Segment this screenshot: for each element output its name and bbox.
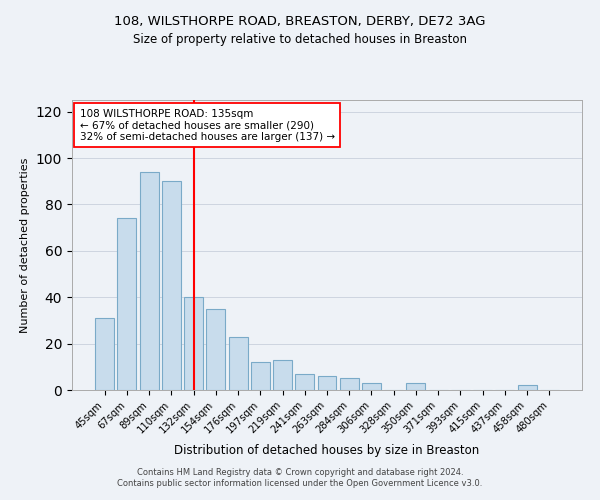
Bar [340, 378, 359, 390]
Bar [295, 374, 314, 390]
Text: 108 WILSTHORPE ROAD: 135sqm
← 67% of detached houses are smaller (290)
32% of se: 108 WILSTHORPE ROAD: 135sqm ← 67% of det… [80, 108, 335, 142]
Bar [317, 376, 337, 390]
Bar [95, 318, 114, 390]
Bar [118, 218, 136, 390]
Text: Contains HM Land Registry data © Crown copyright and database right 2024.
Contai: Contains HM Land Registry data © Crown c… [118, 468, 482, 487]
Text: Size of property relative to detached houses in Breaston: Size of property relative to detached ho… [133, 32, 467, 46]
Bar [518, 386, 536, 390]
Bar [273, 360, 292, 390]
Bar [162, 181, 181, 390]
Bar [206, 309, 225, 390]
Text: 108, WILSTHORPE ROAD, BREASTON, DERBY, DE72 3AG: 108, WILSTHORPE ROAD, BREASTON, DERBY, D… [114, 15, 486, 28]
Bar [184, 297, 203, 390]
Y-axis label: Number of detached properties: Number of detached properties [20, 158, 31, 332]
Bar [251, 362, 270, 390]
X-axis label: Distribution of detached houses by size in Breaston: Distribution of detached houses by size … [175, 444, 479, 456]
Bar [229, 336, 248, 390]
Bar [362, 383, 381, 390]
Bar [406, 383, 425, 390]
Bar [140, 172, 158, 390]
